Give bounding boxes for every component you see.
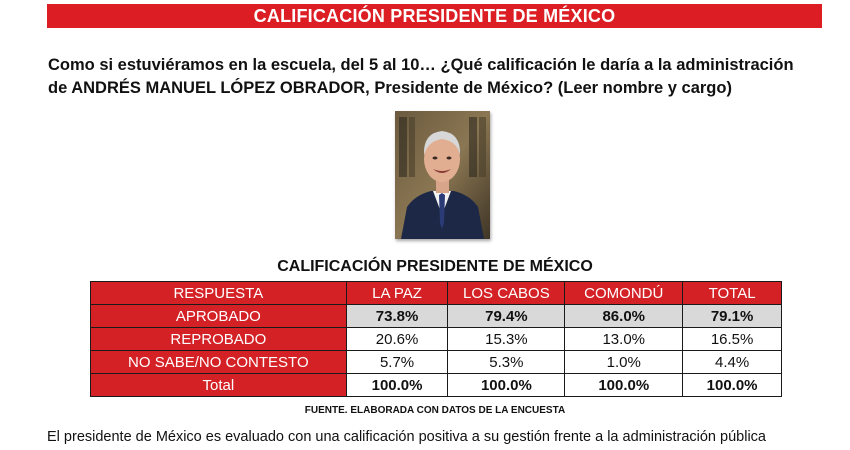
cell-value: 100.0% <box>345 373 449 397</box>
cell-value: 4.4% <box>682 350 782 374</box>
question-line-1: Como si estuviéramos en la escuela, del … <box>48 56 794 74</box>
cell-value: 16.5% <box>682 327 782 351</box>
question-line-2: de ANDRÉS MANUEL LÓPEZ OBRADOR, Presiden… <box>48 79 732 97</box>
cell-value: 1.0% <box>564 350 684 374</box>
cell-value: 100.0% <box>447 373 566 397</box>
cell-value: 20.6% <box>345 327 449 351</box>
table-title: CALIFICACIÓN PRESIDENTE DE MÉXICO <box>277 258 593 275</box>
cell-value: 5.3% <box>447 350 566 374</box>
results-table: RESPUESTA LA PAZ LOS CABOS COMONDÚ TOTAL… <box>90 281 782 397</box>
row-label: REPROBADO <box>90 327 347 351</box>
row-aprobado: APROBADO 73.8% 79.4% 86.0% 79.1% <box>90 304 782 328</box>
header-la-paz: LA PAZ <box>345 281 449 305</box>
cell-value: 100.0% <box>682 373 782 397</box>
row-reprobado: REPROBADO 20.6% 15.3% 13.0% 16.5% <box>90 327 782 351</box>
row-total: Total 100.0% 100.0% 100.0% 100.0% <box>90 373 782 397</box>
header-respuesta: RESPUESTA <box>90 281 347 305</box>
president-photo <box>395 111 490 239</box>
banner-title: CALIFICACIÓN PRESIDENTE DE MÉXICO <box>253 6 616 26</box>
survey-question: Como si estuviéramos en la escuela, del … <box>48 54 828 100</box>
header-los-cabos: LOS CABOS <box>447 281 566 305</box>
row-label: APROBADO <box>90 304 347 328</box>
caption-text: El presidente de México es evaluado con … <box>47 429 766 445</box>
row-label: NO SABE/NO CONTESTO <box>90 350 347 374</box>
header-banner: CALIFICACIÓN PRESIDENTE DE MÉXICO <box>47 4 822 28</box>
cell-value: 100.0% <box>564 373 684 397</box>
header-comondu: COMONDÚ <box>564 281 684 305</box>
cell-value: 86.0% <box>564 304 684 328</box>
cell-value: 73.8% <box>345 304 449 328</box>
cell-value: 79.4% <box>447 304 566 328</box>
cell-value: 15.3% <box>447 327 566 351</box>
source-note: FUENTE. ELABORADA CON DATOS DE LA ENCUES… <box>304 405 566 416</box>
row-label: Total <box>90 373 347 397</box>
table-header-row: RESPUESTA LA PAZ LOS CABOS COMONDÚ TOTAL <box>90 281 782 305</box>
cell-value: 5.7% <box>345 350 449 374</box>
cell-value: 13.0% <box>564 327 684 351</box>
header-total: TOTAL <box>682 281 782 305</box>
row-no-sabe: NO SABE/NO CONTESTO 5.7% 5.3% 1.0% 4.4% <box>90 350 782 374</box>
cell-value: 79.1% <box>682 304 782 328</box>
